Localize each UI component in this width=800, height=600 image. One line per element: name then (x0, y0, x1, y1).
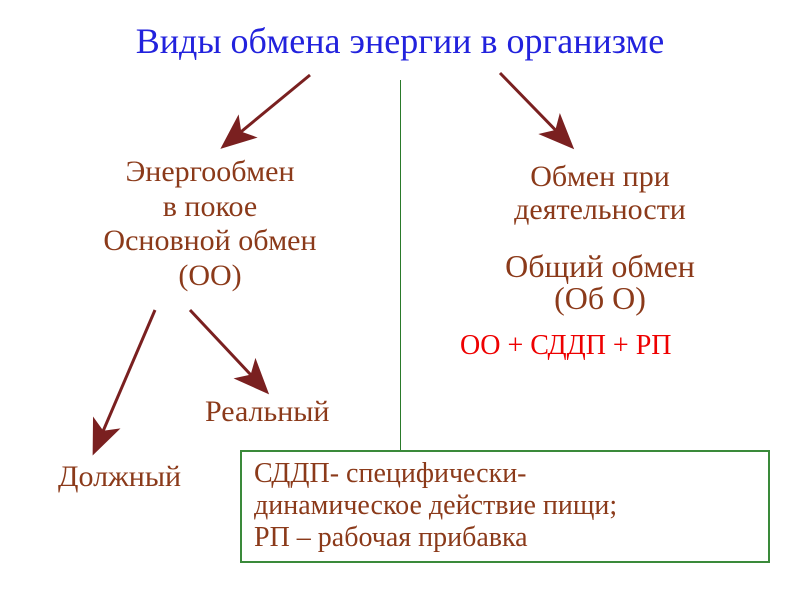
right-column-bottom: Общий обмен (Об О) (440, 250, 760, 314)
right-line3: Общий обмен (440, 250, 760, 282)
left-line4: (ОО) (60, 259, 360, 294)
arrow-bot-right (190, 310, 265, 390)
legend-line2: динамическое действие пищи; (254, 490, 756, 522)
legend-box: СДДП- специфически- динамическое действи… (240, 450, 770, 563)
center-divider (400, 80, 401, 450)
left-column: Энергообмен в покое Основной обмен (ОО) (60, 155, 360, 293)
left-line2: в покое (60, 190, 360, 225)
formula: ОО + СДДП + РП (460, 330, 672, 362)
legend-line3: РП – рабочая прибавка (254, 522, 756, 554)
right-line4: (Об О) (440, 282, 760, 314)
right-column-top: Обмен при деятельности (440, 160, 760, 226)
title-text: Виды обмена энергии в организме (136, 21, 665, 61)
left-line3: Основной обмен (60, 224, 360, 259)
arrow-top-right (500, 73, 570, 145)
left-line1: Энергообмен (60, 155, 360, 190)
should-label: Должный (58, 460, 181, 494)
legend-line1: СДДП- специфически- (254, 458, 756, 490)
right-line1: Обмен при (440, 160, 760, 193)
arrow-top-left (225, 75, 310, 145)
real-label: Реальный (205, 395, 329, 429)
page-title: Виды обмена энергии в организме (136, 20, 665, 62)
arrow-bot-left (95, 310, 155, 450)
right-line2: деятельности (440, 193, 760, 226)
